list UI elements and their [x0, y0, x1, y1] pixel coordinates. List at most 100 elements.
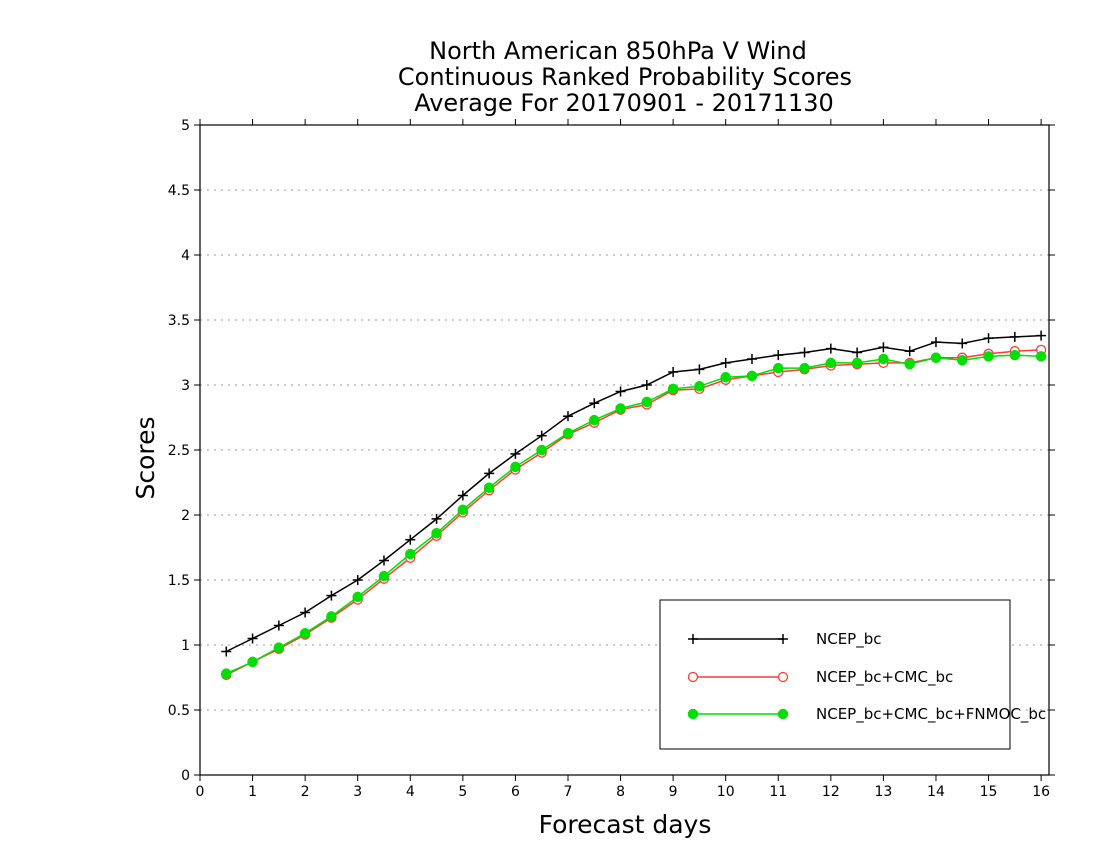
- x-axis-label: Forecast days: [539, 810, 712, 839]
- legend-label: NCEP_bc+CMC_bc+FNMOC_bc: [816, 705, 1046, 724]
- data-point-filled-circle: [851, 357, 863, 369]
- data-point-filled-circle: [957, 355, 968, 366]
- data-point-filled-circle: [405, 548, 416, 560]
- legend-label: NCEP_bc+CMC_bc: [816, 668, 953, 687]
- data-point-filled-circle: [773, 362, 784, 374]
- x-tick-label: 5: [458, 784, 467, 800]
- data-point-plus: [773, 350, 784, 361]
- data-point-plus: [326, 590, 337, 601]
- data-point-filled-circle: [326, 611, 337, 622]
- data-point-plus: [720, 357, 731, 368]
- data-point-plus: [562, 411, 573, 422]
- data-point-filled-circle: [483, 482, 495, 493]
- data-point-plus: [878, 342, 889, 353]
- y-tick-label: 3.5: [168, 313, 190, 329]
- data-point-plus: [641, 380, 652, 390]
- legend-item: NCEP_bc: [688, 630, 882, 649]
- data-point-filled-circle: [687, 708, 699, 720]
- series-ncep-bc: [221, 330, 1047, 657]
- data-point-filled-circle: [431, 527, 442, 539]
- data-point-filled-circle: [589, 414, 600, 426]
- data-point-filled-circle: [720, 371, 731, 383]
- data-point-filled-circle: [1035, 351, 1047, 362]
- legend-item: NCEP_bc+CMC_bc: [687, 668, 953, 687]
- data-point-plus: [536, 430, 547, 441]
- y-tick-label: 1: [181, 638, 190, 654]
- data-point-filled-circle: [878, 353, 889, 365]
- title-line-1: North American 850hPa V Wind: [429, 37, 807, 65]
- data-point-plus: [746, 354, 757, 364]
- data-point-plus: [589, 398, 600, 409]
- data-point-filled-circle: [615, 403, 626, 414]
- data-point-plus: [983, 333, 994, 344]
- data-point-plus: [378, 555, 389, 566]
- data-point-filled-circle: [799, 362, 810, 374]
- x-axis: 0 1 2 3 4 5 6 7 8 9 10 11 12 13 14 15 16: [196, 119, 1050, 800]
- x-tick-label: 4: [406, 784, 415, 800]
- y-tick-label: 2: [181, 508, 190, 524]
- data-point-plus: [247, 633, 258, 644]
- data-point-filled-circle: [536, 444, 547, 456]
- data-point-filled-circle: [667, 383, 679, 395]
- series-group: [221, 330, 1047, 681]
- y-tick-label: 4.5: [168, 183, 190, 199]
- x-tick-label: 0: [196, 784, 205, 800]
- y-tick-label: 0: [181, 768, 190, 784]
- data-point-filled-circle: [777, 708, 789, 720]
- x-tick-label: 1: [248, 784, 257, 800]
- data-point-plus: [510, 448, 521, 459]
- y-tick-label: 2.5: [168, 443, 190, 459]
- data-point-plus: [799, 347, 810, 358]
- data-point-filled-circle: [825, 357, 837, 369]
- data-point-plus: [405, 534, 416, 545]
- chart-title: North American 850hPa V Wind Continuous …: [398, 37, 852, 117]
- data-point-plus: [484, 468, 495, 479]
- y-axis: 0 0.5 1 1.5 2 2.5 3 3.5 4 4.5 5: [168, 118, 1055, 784]
- y-tick-label: 4: [181, 248, 190, 264]
- data-point-plus: [930, 337, 941, 348]
- y-axis-label: Scores: [131, 416, 160, 499]
- data-point-plus: [688, 634, 698, 644]
- data-point-plus: [904, 346, 915, 357]
- data-point-plus: [457, 490, 468, 501]
- data-point-filled-circle: [746, 370, 758, 382]
- data-point-open-circle: [687, 671, 699, 683]
- data-point-filled-circle: [694, 381, 705, 392]
- x-tick-label: 2: [301, 784, 310, 800]
- y-tick-label: 1.5: [168, 573, 190, 589]
- legend-item: NCEP_bc+CMC_bc+FNMOC_bc: [687, 705, 1046, 724]
- data-point-filled-circle: [641, 396, 653, 408]
- x-tick-label: 16: [1032, 784, 1050, 800]
- data-point-plus: [694, 364, 705, 375]
- x-tick-label: 11: [769, 784, 787, 800]
- data-point-plus: [300, 607, 311, 618]
- data-point-filled-circle: [930, 352, 942, 363]
- y-tick-label: 5: [181, 118, 190, 134]
- x-tick-label: 14: [927, 784, 945, 800]
- data-point-filled-circle: [352, 591, 363, 603]
- data-point-plus: [778, 634, 788, 644]
- data-point-plus: [273, 620, 284, 631]
- legend-label: NCEP_bc: [816, 630, 882, 649]
- data-point-filled-circle: [1009, 349, 1021, 361]
- y-tick-label: 0.5: [168, 703, 190, 719]
- data-point-filled-circle: [299, 628, 311, 639]
- data-point-open-circle: [777, 671, 789, 683]
- x-tick-label: 12: [822, 784, 840, 800]
- x-tick-label: 7: [564, 784, 573, 800]
- data-point-plus: [431, 513, 442, 524]
- data-point-filled-circle: [562, 427, 574, 439]
- data-point-filled-circle: [983, 351, 994, 362]
- data-point-filled-circle: [247, 656, 258, 668]
- x-tick-label: 8: [616, 784, 625, 800]
- data-point-filled-circle: [221, 668, 232, 679]
- data-point-plus: [1009, 331, 1020, 342]
- data-point-plus: [668, 367, 679, 377]
- series-ncep-bc-cmc-bc-fnmoc-bc: [221, 349, 1047, 679]
- x-tick-label: 15: [980, 784, 998, 800]
- x-tick-label: 9: [669, 784, 678, 800]
- data-point-plus: [615, 386, 626, 397]
- x-tick-label: 10: [717, 784, 735, 800]
- data-point-filled-circle: [273, 642, 285, 653]
